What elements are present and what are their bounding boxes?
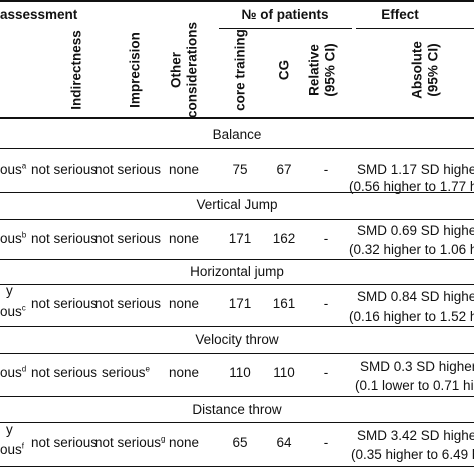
row-absolute-2: (0.56 higher to 1.77 higher): [349, 179, 474, 194]
row-risk-cut: ousb: [0, 230, 27, 246]
row-risk-cut: ousc: [0, 303, 26, 319]
col-cg: CG: [276, 59, 292, 81]
row-relative: -: [323, 365, 329, 380]
row-imprecision: not serious: [95, 231, 162, 246]
row-core: 75: [232, 162, 248, 177]
row-relative: -: [323, 435, 329, 450]
section-velocity-throw: Velocity throw: [195, 332, 279, 347]
row-absolute-1: SMD 0.84 SD higher: [357, 289, 474, 304]
row-imprecision: seriouse: [102, 364, 150, 380]
row-cg: 162: [272, 231, 296, 246]
row-rule: [0, 396, 474, 397]
row-absolute-1: SMD 1.17 SD higher: [357, 162, 474, 177]
row-other: none: [168, 296, 200, 311]
section-rule: [0, 422, 474, 423]
col-other-1: Other: [168, 51, 184, 89]
row-absolute-2: (0.16 higher to 1.52 higher): [349, 309, 474, 324]
row-cg: 67: [276, 162, 292, 177]
row-absolute-1: SMD 0.3 SD higher: [360, 359, 474, 374]
header-assessment: assessment: [0, 7, 78, 22]
section-rule: [0, 353, 474, 354]
row-absolute-1: SMD 0.69 SD higher: [357, 223, 474, 238]
row-risk-cut: ousa: [0, 161, 27, 177]
row-rule: [0, 259, 474, 260]
row-absolute-2: (0.32 higher to 1.06 higher): [349, 242, 474, 257]
row-rule: [0, 466, 474, 467]
row-other: none: [168, 231, 200, 246]
row-indirectness: not serious: [31, 231, 98, 246]
row-core: 110: [229, 365, 251, 380]
row-cg: 64: [276, 435, 292, 450]
row-risk-line1: y: [6, 283, 13, 298]
col-relative-2: (95% CI): [322, 43, 338, 97]
row-other: none: [168, 162, 200, 177]
header-bottom-rule: [0, 117, 474, 119]
row-relative: -: [323, 162, 329, 177]
col-indirectness: Indirectness: [68, 30, 84, 110]
row-other: none: [168, 435, 200, 450]
row-indirectness: not serious: [31, 296, 98, 311]
section-vertical-jump: Vertical Jump: [196, 197, 278, 212]
row-core: 65: [232, 435, 248, 450]
row-absolute-2: (0.1 lower to 0.71 higher): [355, 378, 474, 393]
row-cg: 161: [272, 296, 296, 311]
row-imprecision: not serious: [95, 162, 162, 177]
row-core: 171: [228, 296, 252, 311]
row-other: none: [168, 365, 200, 380]
row-relative: -: [323, 231, 329, 246]
row-absolute-2: (0.35 higher to 6.49 higher): [351, 447, 474, 462]
section-balance: Balance: [212, 127, 262, 142]
effect-underline: [356, 28, 474, 29]
top-rule: [0, 0, 474, 2]
col-relative-1: Relative: [306, 44, 322, 96]
row-cg: 110: [273, 365, 295, 380]
row-absolute-1: SMD 3.42 SD higher: [357, 428, 474, 443]
row-core: 171: [228, 231, 252, 246]
row-rule: [0, 192, 474, 193]
row-rule: [0, 326, 474, 327]
row-risk-cut: ousf: [0, 441, 25, 457]
section-rule: [0, 284, 474, 285]
row-indirectness: not serious: [31, 365, 98, 380]
section-horizontal-jump: Horizontal jump: [190, 264, 284, 279]
header-patients: № of patients: [241, 7, 329, 22]
col-other-2: considerations: [184, 21, 200, 119]
col-absolute-2: (95% CI): [425, 43, 441, 97]
col-imprecision: Imprecision: [127, 32, 143, 108]
row-risk-line1: y: [6, 422, 13, 437]
row-imprecision: not serious: [95, 296, 162, 311]
row-indirectness: not serious: [31, 435, 98, 450]
section-distance-throw: Distance throw: [192, 402, 282, 417]
section-rule: [0, 148, 474, 149]
header-effect: Effect: [381, 7, 419, 22]
row-risk-cut: ousd: [0, 364, 27, 380]
patients-underline: [219, 28, 352, 29]
col-absolute-1: Absolute: [409, 41, 425, 99]
row-relative: -: [323, 296, 329, 311]
col-core: core training: [232, 29, 248, 111]
row-indirectness: not serious: [31, 162, 98, 177]
row-imprecision: not seriousg: [95, 434, 166, 450]
section-rule: [0, 219, 474, 220]
